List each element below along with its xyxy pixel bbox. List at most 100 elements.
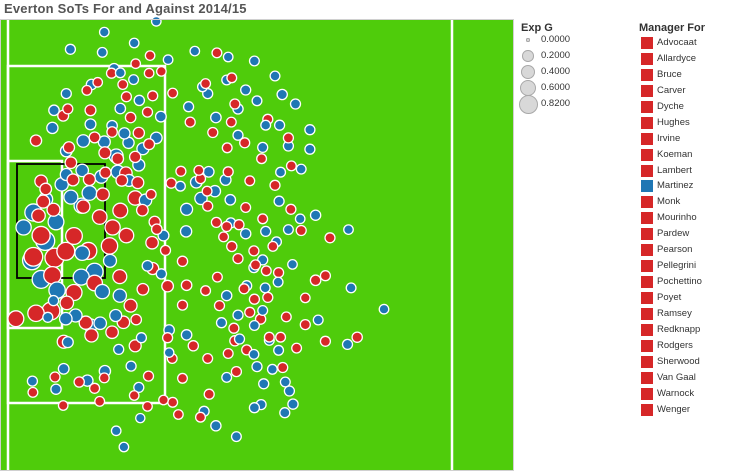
color-legend-item[interactable]: Allardyce <box>640 52 740 68</box>
color-legend-label: Lambert <box>657 164 692 176</box>
shot-point <box>273 195 285 207</box>
color-legend-swatch <box>641 339 653 352</box>
shot-point <box>248 245 260 257</box>
shot-point <box>211 47 223 59</box>
size-legend-label: 0.6000 <box>541 82 571 93</box>
shot-point <box>141 259 154 272</box>
shot-point <box>378 303 390 315</box>
shot-point <box>58 311 73 326</box>
color-legend-item[interactable]: Warnock <box>640 387 740 403</box>
size-legend-label: 0.8200 <box>541 98 571 109</box>
color-legend-item[interactable]: Advocaat <box>640 36 740 52</box>
shot-point <box>136 282 150 296</box>
color-legend-item[interactable]: Pellegrini <box>640 259 740 275</box>
shot-point <box>285 203 297 215</box>
shot-point <box>259 282 271 294</box>
shot-point <box>176 299 189 311</box>
shot-point <box>176 255 189 268</box>
shot-point <box>263 331 275 343</box>
shot-point <box>130 58 142 70</box>
shot-point <box>48 104 60 117</box>
shot-point <box>282 224 294 236</box>
color-legend-item[interactable]: Hughes <box>640 116 740 132</box>
color-legend-item[interactable]: Irvine <box>640 132 740 148</box>
color-legend-swatch <box>641 387 653 400</box>
shot-point <box>98 26 110 38</box>
shot-point <box>351 331 363 343</box>
color-legend-item[interactable]: Sherwood <box>640 355 740 371</box>
color-legend-item[interactable]: Wenger <box>640 403 740 419</box>
color-legend-item[interactable]: Redknapp <box>640 323 740 339</box>
shot-point <box>62 103 74 115</box>
color-legend-label: Monk <box>657 196 681 208</box>
shot-point <box>128 37 140 49</box>
size-legend-label: 0.2000 <box>541 50 571 61</box>
shot-point <box>159 244 172 257</box>
shot-point <box>142 370 155 382</box>
color-legend-item[interactable]: Koeman <box>640 148 740 164</box>
color-legend-item[interactable]: Bruce <box>640 68 740 84</box>
color-legend-item[interactable]: Pardew <box>640 227 740 243</box>
shot-point <box>248 402 261 414</box>
shot-point <box>66 173 80 187</box>
color-legend-label: Wenger <box>657 403 691 415</box>
color-legend: Advocaat Allardyce Bruce Carver Dyche Hughes I… <box>640 36 740 419</box>
shot-point <box>39 182 53 196</box>
shot-point <box>228 322 240 334</box>
shot-point <box>114 67 126 79</box>
shot-point <box>96 46 108 58</box>
shot-point <box>31 208 46 224</box>
size-legend-label: 0.4000 <box>541 66 571 77</box>
shot-point <box>57 400 69 411</box>
shot-point <box>76 199 91 214</box>
shot-point <box>29 134 43 147</box>
color-legend-label: Dyche <box>657 100 684 112</box>
shot-point <box>262 291 274 304</box>
size-legend-circle <box>526 38 530 42</box>
shot-point <box>295 224 307 237</box>
color-legend-item[interactable]: Rodgers <box>640 339 740 355</box>
color-legend-item[interactable]: Mourinho <box>640 211 740 227</box>
shot-point <box>75 163 90 178</box>
shot-point <box>211 271 223 283</box>
shot-point <box>260 119 272 131</box>
color-legend-item[interactable]: Carver <box>640 84 740 100</box>
color-legend-item[interactable]: Martinez <box>640 179 740 195</box>
color-legend-swatch <box>641 307 653 320</box>
color-legend-item[interactable]: Ramsey <box>640 307 740 323</box>
shot-point <box>65 227 83 245</box>
color-legend-item[interactable]: Poyet <box>640 291 740 307</box>
shot-point <box>92 76 104 88</box>
shot-point <box>258 378 270 390</box>
shot-point <box>220 289 233 302</box>
shot-point <box>81 185 98 201</box>
shot-point <box>133 94 146 107</box>
shot-point <box>132 126 146 140</box>
color-legend-swatch <box>641 371 653 384</box>
shot-point <box>210 420 222 432</box>
color-legend-label: Sherwood <box>657 355 700 367</box>
shot-point <box>341 338 354 351</box>
color-legend-label: Hughes <box>657 116 690 128</box>
shot-point <box>133 381 145 394</box>
size-legend-title: Exp G <box>521 22 553 34</box>
color-legend-label: Irvine <box>657 132 681 144</box>
color-legend-item[interactable]: Dyche <box>640 100 740 116</box>
shot-point <box>56 241 76 261</box>
color-legend-item[interactable]: Lambert <box>640 164 740 180</box>
color-legend-item[interactable]: Monk <box>640 195 740 211</box>
color-legend-label: Poyet <box>657 292 682 303</box>
shot-point <box>50 383 62 395</box>
color-legend-swatch <box>641 116 653 129</box>
shot-point <box>84 104 97 117</box>
color-legend-item[interactable]: Pochettino <box>640 275 740 291</box>
shot-point <box>299 292 311 304</box>
shot-point <box>135 332 148 344</box>
shot-point <box>232 129 244 141</box>
color-legend-item[interactable]: Van Gaal <box>640 371 740 387</box>
color-legend-item[interactable]: Pearson <box>640 243 740 259</box>
shot-point <box>184 116 196 128</box>
shot-point <box>59 295 75 311</box>
shot-point <box>124 111 137 124</box>
shot-point <box>115 173 129 187</box>
